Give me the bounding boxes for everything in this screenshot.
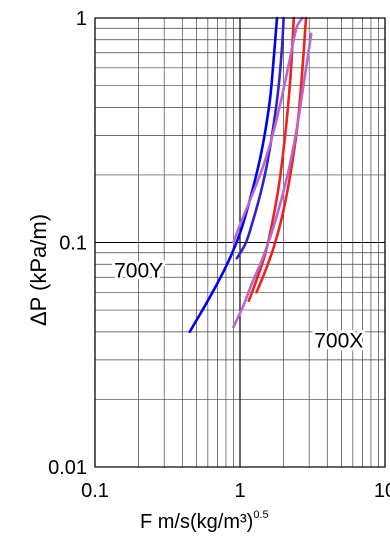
y-axis-label: ΔP (kPa/m) <box>26 214 51 326</box>
x-axis-label: F m/s(kg/m³)0.5 <box>140 509 269 533</box>
series-line-4 <box>255 16 308 294</box>
y-tick-label: 0.01 <box>48 457 87 479</box>
tick-labels: 0.11100.010.11 <box>48 8 390 502</box>
series-line-2 <box>235 16 285 260</box>
y-tick-label: 0.1 <box>59 233 87 255</box>
x-tick-label: 1 <box>234 480 245 502</box>
x-axis-label-exponent: 0.5 <box>253 509 268 521</box>
x-tick-label: 10 <box>374 480 390 502</box>
y-tick-label: 1 <box>76 8 87 30</box>
series-layer <box>188 16 313 334</box>
plot-frame <box>94 17 386 468</box>
series-line-3 <box>247 16 296 303</box>
series-line-5 <box>232 32 313 329</box>
x-tick-label: 0.1 <box>81 480 109 502</box>
annotation-label: 700Y <box>114 259 163 282</box>
annotation-label: 700X <box>314 330 363 353</box>
x-axis-label-main: F m/s(kg/m³) <box>140 511 253 533</box>
series-line-6 <box>232 16 304 244</box>
annotations: 700Y 700X <box>111 256 366 355</box>
